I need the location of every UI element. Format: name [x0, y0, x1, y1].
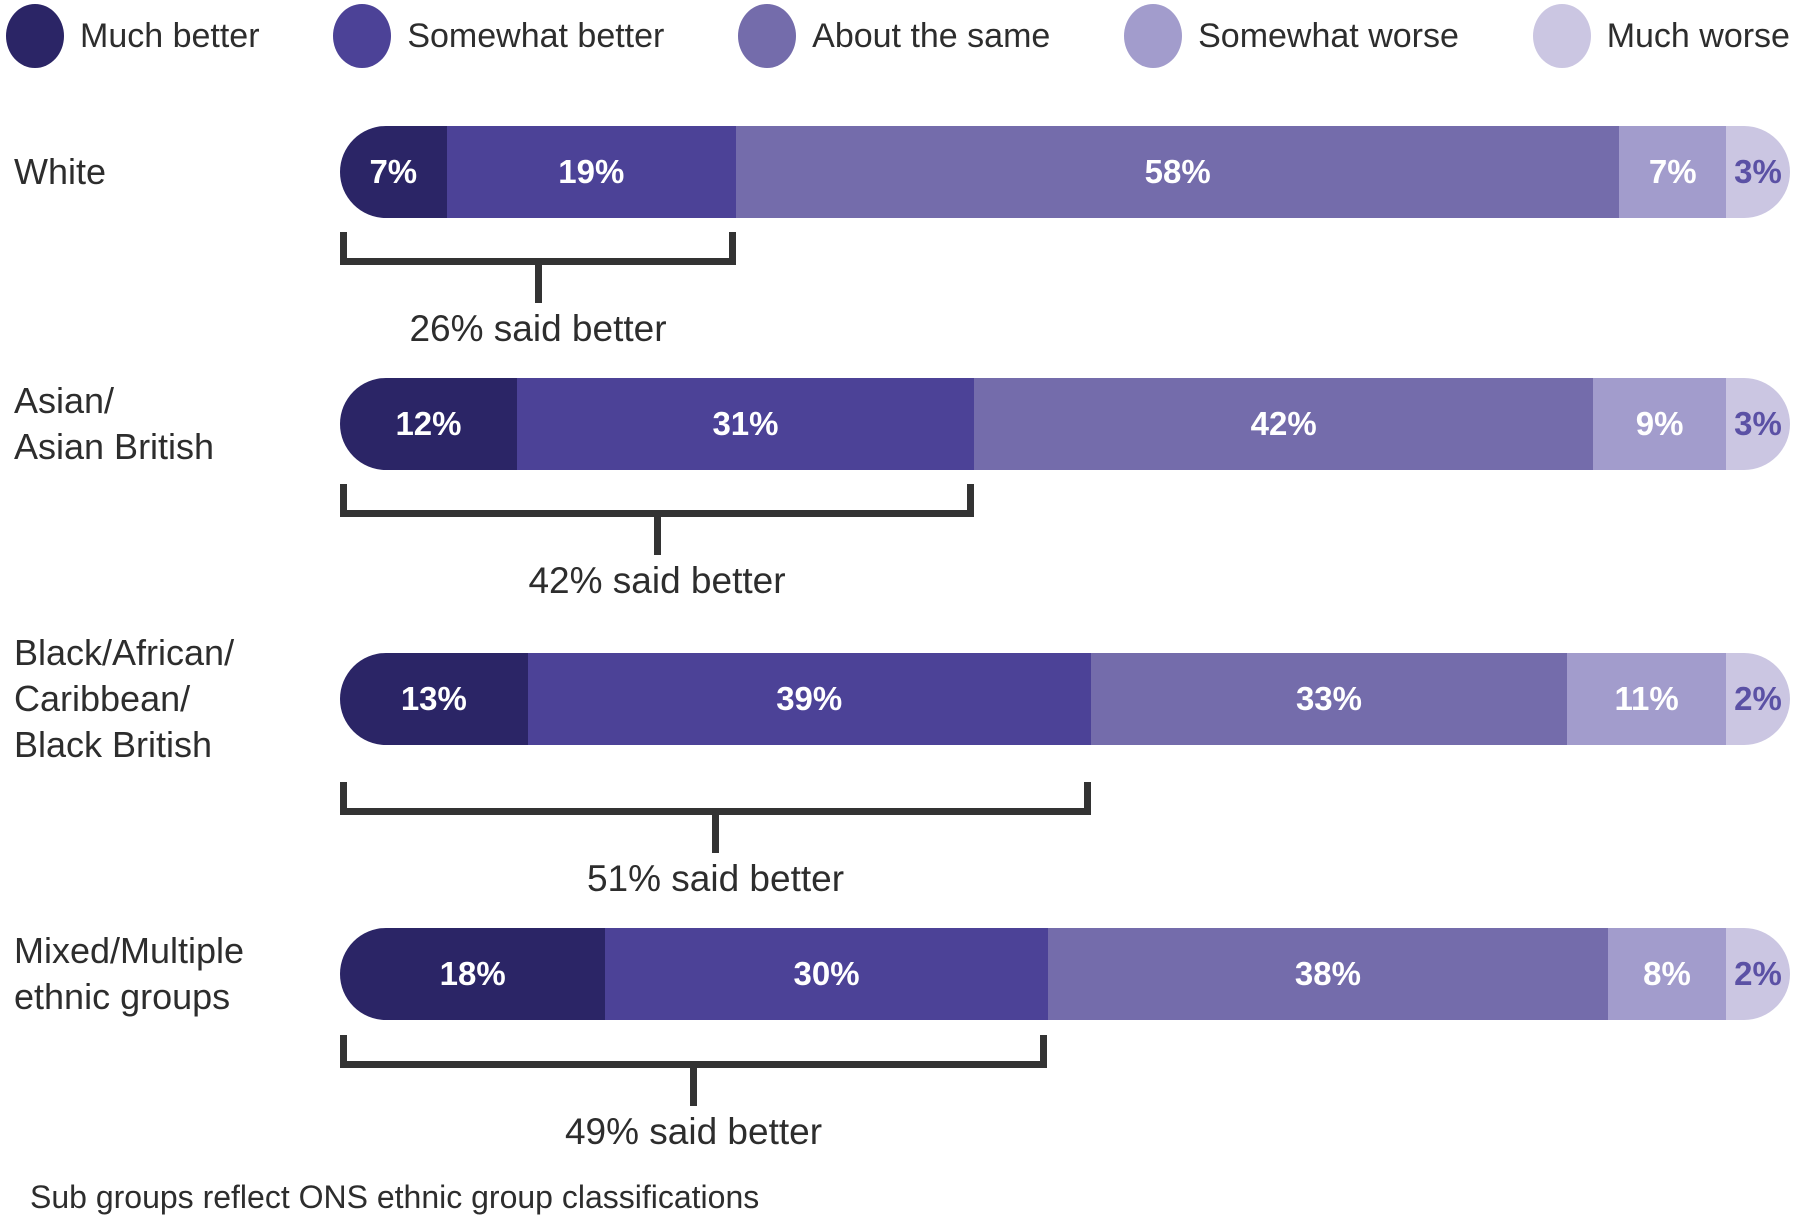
segment-somewhat-better: 30% — [605, 928, 1048, 1021]
segment-value: 13% — [400, 680, 467, 718]
segment-somewhat-better: 19% — [446, 126, 736, 218]
stacked-bar: 13% 39% 33% 11% 2% — [340, 653, 1790, 746]
segment-value: 19% — [558, 153, 625, 190]
segment-value: 3% — [1734, 153, 1782, 190]
category-label: White — [14, 150, 107, 192]
bracket-area: 26% said better — [340, 218, 1790, 352]
segment-value: 7% — [369, 153, 418, 190]
row-asian-asian-british: Asian/Asian British 12% 31% 42% 9% 3% 42% said… — [0, 378, 1800, 604]
segment-much-better: 7% — [340, 126, 447, 218]
legend: Much better Somewhat better About the same… — [0, 0, 1800, 68]
legend-circle-about-the-same-icon — [738, 4, 797, 68]
segment-much-worse: 3% — [1726, 378, 1790, 471]
segment-much-better: 12% — [340, 378, 517, 471]
legend-label: Much worse — [1606, 16, 1790, 55]
segment-somewhat-better: 39% — [527, 653, 1091, 746]
segment-value: 7% — [1648, 153, 1697, 190]
said-better-bracket — [340, 1034, 1047, 1068]
segment-value: 33% — [1295, 680, 1362, 718]
bracket-stem — [653, 517, 661, 556]
legend-label: Much better — [80, 16, 260, 55]
legend-item-about-the-same: About the same — [738, 4, 1050, 68]
legend-circle-somewhat-better-icon — [333, 4, 392, 68]
segment-somewhat-worse: 7% — [1619, 126, 1726, 218]
segment-value: 38% — [1294, 955, 1361, 993]
category-label: Mixed/Multiple ethnic groups — [14, 930, 245, 1018]
stacked-bar: 18% 30% 38% 8% 2% — [340, 928, 1790, 1021]
segment-value: 31% — [712, 405, 779, 443]
category-label: Black/African/Caribbean/Black British — [14, 632, 235, 766]
said-better-bracket — [340, 232, 736, 265]
legend-circle-much-better-icon — [6, 4, 64, 68]
legend-label: About the same — [812, 16, 1051, 55]
segment-value: 2% — [1734, 955, 1782, 993]
row-black-african-caribbean-black-british: Black/African/Caribbean/Black British 13%… — [0, 630, 1800, 902]
bar-row: White 7% 19% 58% 7% 3% — [0, 126, 1800, 218]
segment-value: 58% — [1144, 153, 1211, 190]
said-better-label: 51% said better — [586, 858, 845, 900]
segment-somewhat-worse: 11% — [1567, 653, 1726, 746]
said-better-label: 42% said better — [528, 560, 786, 602]
segment-value: 39% — [776, 680, 843, 718]
segment-somewhat-better: 31% — [516, 378, 975, 471]
segment-value: 18% — [439, 955, 506, 993]
bar-row: Black/African/Caribbean/Black British 13%… — [0, 630, 1800, 768]
bracket-area: 49% said better — [340, 1021, 1790, 1155]
legend-label: Somewhat better — [407, 16, 665, 55]
segment-value: 11% — [1614, 680, 1679, 718]
segment-about-the-same: 38% — [1047, 928, 1609, 1021]
legend-item-somewhat-worse: Somewhat worse — [1124, 4, 1459, 68]
segment-much-better: 18% — [340, 928, 606, 1021]
bar-row: Asian/Asian British 12% 31% 42% 9% 3% — [0, 378, 1800, 471]
segment-value: 12% — [395, 405, 462, 443]
bracket-stem — [712, 815, 719, 854]
segment-value: 3% — [1734, 405, 1782, 443]
legend-circle-somewhat-worse-icon — [1124, 4, 1183, 68]
bracket-area: 51% said better — [340, 768, 1790, 902]
said-better-label: 49% said better — [564, 1110, 823, 1152]
segment-much-worse: 3% — [1726, 126, 1790, 218]
chart-rows: White 7% 19% 58% 7% 3% 26% said better Asian/As… — [0, 126, 1800, 1155]
bracket-stem — [690, 1067, 697, 1106]
bracket-area: 42% said better — [340, 470, 1790, 604]
said-better-bracket — [340, 782, 1091, 816]
segment-much-worse: 2% — [1726, 928, 1790, 1021]
stacked-bar: 7% 19% 58% 7% 3% — [340, 126, 1790, 218]
bracket-stem — [534, 265, 542, 303]
bar-row: Mixed/Multiple ethnic groups 18% 30% 38% 8% 2% — [0, 928, 1800, 1021]
segment-value: 9% — [1635, 405, 1684, 443]
stacked-bar: 12% 31% 42% 9% 3% — [340, 378, 1790, 471]
segment-value: 42% — [1250, 405, 1317, 443]
segment-about-the-same: 58% — [736, 126, 1620, 218]
segment-somewhat-worse: 9% — [1593, 378, 1726, 471]
footnote: Sub groups reflect ONS ethnic group clas… — [30, 1179, 760, 1215]
segment-value: 30% — [793, 955, 860, 993]
legend-item-much-worse: Much worse — [1532, 4, 1790, 68]
segment-about-the-same: 33% — [1090, 653, 1568, 746]
segment-much-better: 13% — [340, 653, 528, 746]
segment-value: 8% — [1643, 955, 1691, 993]
segment-much-worse: 2% — [1726, 653, 1790, 746]
legend-label: Somewhat worse — [1198, 16, 1459, 55]
said-better-bracket — [340, 484, 974, 518]
legend-item-much-better: Much better — [6, 4, 260, 68]
segment-somewhat-worse: 8% — [1608, 928, 1726, 1021]
category-label: Asian/Asian British — [14, 380, 215, 468]
segment-about-the-same: 42% — [974, 378, 1594, 471]
row-white: White 7% 19% 58% 7% 3% 26% said better — [0, 126, 1800, 352]
legend-item-somewhat-better: Somewhat better — [333, 4, 664, 68]
legend-circle-much-worse-icon — [1532, 4, 1591, 68]
said-better-label: 26% said better — [409, 308, 667, 349]
segment-value: 2% — [1734, 680, 1782, 718]
row-mixed-multiple-ethnic-groups: Mixed/Multiple ethnic groups 18% 30% 38% 8% 2%… — [0, 928, 1800, 1154]
